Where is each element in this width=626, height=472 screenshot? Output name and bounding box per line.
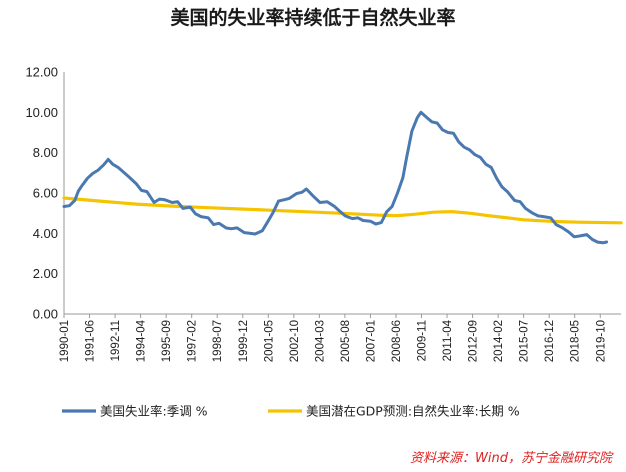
x-tick-label: 2007-01 xyxy=(365,320,377,362)
x-tick-label: 2016-12 xyxy=(544,320,556,362)
y-tick-label: 0.00 xyxy=(33,307,58,322)
x-tick-label: 1997-02 xyxy=(187,320,199,362)
x-tick-label: 2019-10 xyxy=(595,320,607,362)
y-tick-label: 12.00 xyxy=(25,65,58,80)
x-tick-label: 1992-11 xyxy=(110,320,122,361)
legend-label: 美国失业率:季调 % xyxy=(100,404,208,419)
x-tick-label: 1999-12 xyxy=(238,320,250,362)
source-note: 资料来源：Wind，苏宁金融研究院 xyxy=(410,450,614,466)
x-tick-label: 1994-04 xyxy=(136,319,148,362)
x-tick-label: 2015-07 xyxy=(519,320,531,362)
x-axis: 1990-01 1991-06 1992-11 1994-04 1995-09 1997-… xyxy=(59,313,621,362)
x-tick-label: 2004-03 xyxy=(314,320,326,362)
y-tick-label: 2.00 xyxy=(33,266,58,281)
legend-item-natural-unemployment-rate: 美国潜在GDP预测:自然失业率:长期 % xyxy=(268,404,520,419)
x-tick-label: 2018-05 xyxy=(570,320,582,362)
series-layer xyxy=(62,110,623,245)
legend-label: 美国潜在GDP预测:自然失业率:长期 % xyxy=(306,404,520,419)
y-tick-label: 8.00 xyxy=(33,145,58,160)
x-tick-label: 2012-09 xyxy=(468,320,480,362)
x-tick-label: 1998-07 xyxy=(212,320,224,362)
x-tick-label: 2011-04 xyxy=(442,319,454,361)
x-tick-label: 2008-06 xyxy=(391,320,403,362)
legend-item-unemployment-rate: 美国失业率:季调 % xyxy=(62,404,208,419)
x-tick-label: 2005-08 xyxy=(340,320,352,362)
x-tick-label: 2009-11 xyxy=(417,320,429,361)
legend: 美国失业率:季调 % 美国潜在GDP预测:自然失业率:长期 % xyxy=(62,404,520,419)
x-tick-label: 1991-06 xyxy=(85,320,97,362)
series-unemployment-rate xyxy=(62,110,609,245)
y-tick-label: 10.00 xyxy=(25,105,58,120)
x-tick-label: 2002-10 xyxy=(289,320,301,362)
x-tick-label: 2014-02 xyxy=(493,320,505,362)
x-tick-label: 2001-05 xyxy=(263,320,275,362)
x-tick-label: 1990-01 xyxy=(59,320,71,362)
y-tick-label: 4.00 xyxy=(33,226,58,241)
y-tick-label: 6.00 xyxy=(33,186,58,201)
x-tick-label: 1995-09 xyxy=(161,320,173,362)
y-axis: 0.00 2.00 4.00 6.00 8.00 10.00 12.00 xyxy=(25,65,65,322)
series-natural-unemployment-rate xyxy=(62,196,623,225)
chart-title: 美国的失业率持续低于自然失业率 xyxy=(170,6,455,29)
